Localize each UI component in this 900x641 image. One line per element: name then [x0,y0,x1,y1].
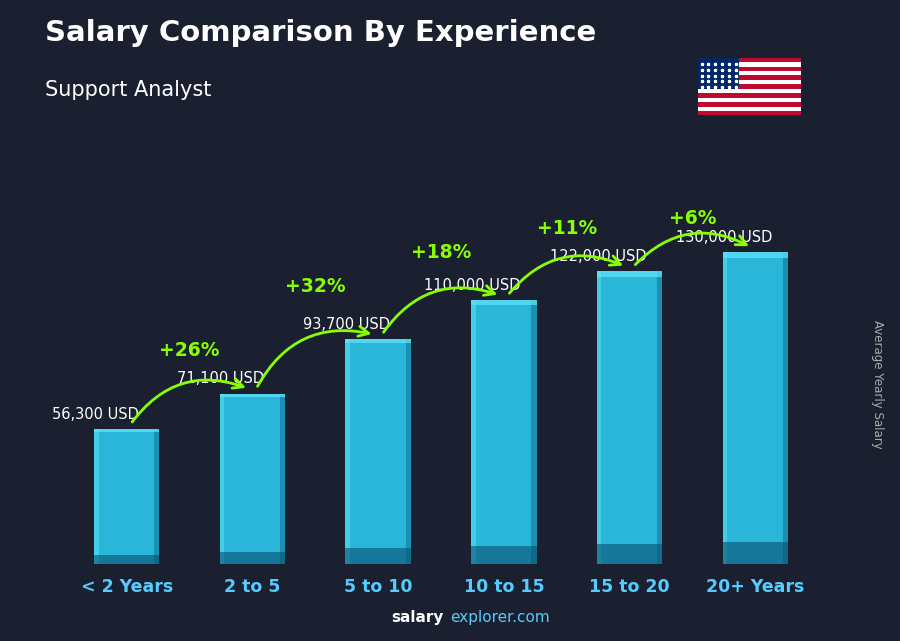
Text: 71,100 USD: 71,100 USD [177,371,265,387]
Bar [94,429,99,564]
Bar [698,58,801,62]
Bar [723,253,727,564]
Text: +18%: +18% [410,243,472,262]
Bar [280,394,285,564]
Text: explorer.com: explorer.com [450,610,550,625]
Bar [698,80,801,85]
Bar [698,102,801,106]
Bar [346,339,410,344]
Bar [698,93,801,97]
Text: 93,700 USD: 93,700 USD [303,317,391,332]
Bar [346,339,410,564]
Bar [657,271,662,564]
Text: Support Analyst: Support Analyst [45,80,212,100]
Text: 56,300 USD: 56,300 USD [52,407,139,422]
Bar [94,554,159,564]
Bar [220,394,285,564]
Text: Average Yearly Salary: Average Yearly Salary [871,320,884,449]
Bar [94,429,159,432]
Bar [723,542,788,564]
Bar [783,253,788,564]
Text: 110,000 USD: 110,000 USD [424,278,521,293]
Bar [698,58,739,88]
Bar [220,394,224,564]
Bar [94,429,159,564]
Bar [472,300,476,564]
Bar [597,271,662,564]
Bar [346,548,410,564]
Bar [698,106,801,111]
Bar [723,253,788,258]
Bar [154,429,159,564]
Bar [597,271,601,564]
Bar [698,111,801,115]
Bar [723,253,788,564]
Bar [472,545,536,564]
Text: +6%: +6% [669,209,716,228]
Bar [698,67,801,71]
Bar [698,71,801,76]
Text: Salary Comparison By Experience: Salary Comparison By Experience [45,19,596,47]
Bar [406,339,410,564]
Bar [220,394,285,397]
Bar [472,300,536,564]
Text: +11%: +11% [536,219,597,238]
Text: salary: salary [392,610,444,625]
Bar [698,85,801,88]
Bar [698,76,801,80]
Text: 130,000 USD: 130,000 USD [676,230,772,245]
Bar [531,300,536,564]
Bar [472,300,536,305]
Bar [698,62,801,67]
Bar [698,88,801,93]
Bar [698,97,801,102]
Text: 122,000 USD: 122,000 USD [550,249,646,264]
Bar [346,339,350,564]
Bar [597,271,662,277]
Text: +26%: +26% [159,341,220,360]
Bar [597,544,662,564]
Text: +32%: +32% [285,277,346,296]
Bar [220,552,285,564]
